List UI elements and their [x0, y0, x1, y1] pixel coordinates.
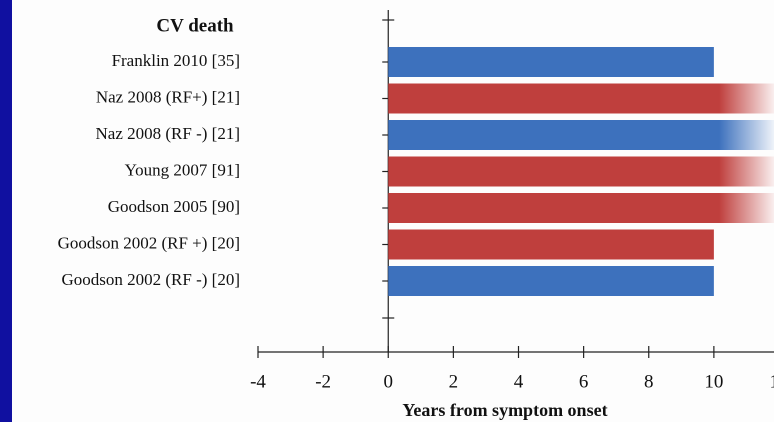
chart-title: CV death — [156, 15, 234, 36]
x-tick-label: 12 — [770, 371, 774, 392]
bar-fade — [719, 83, 774, 114]
bar-fade — [719, 120, 774, 150]
y-tick-label: Goodson 2002 (RF -) [20] — [62, 270, 241, 289]
bar — [388, 193, 774, 223]
bar — [388, 266, 714, 296]
bar — [388, 83, 774, 114]
y-tick-label: Naz 2008 (RF+) [21] — [96, 87, 240, 106]
x-tick-label: 0 — [384, 371, 394, 392]
y-tick-label: Goodson 2002 (RF +) [20] — [58, 233, 240, 252]
x-tick-label: 4 — [514, 371, 524, 392]
x-tick-label: 10 — [704, 371, 723, 392]
bar-fade — [719, 156, 774, 187]
y-tick-label: Naz 2008 (RF -) [21] — [96, 124, 240, 143]
bar — [388, 120, 774, 150]
x-axis-title: Years from symptom onset — [402, 400, 607, 420]
bar-fade — [719, 193, 774, 223]
x-tick-label: -4 — [250, 371, 266, 392]
x-tick-label: 2 — [449, 371, 459, 392]
x-tick-label: 6 — [579, 371, 589, 392]
y-tick-label: Young 2007 [91] — [125, 160, 240, 179]
bar — [388, 156, 774, 187]
bar — [388, 47, 714, 77]
y-tick-label: Franklin 2010 [35] — [112, 51, 240, 70]
y-tick-label: Goodson 2005 [90] — [108, 197, 240, 216]
bar — [388, 229, 714, 260]
side-strip — [0, 0, 12, 422]
x-tick-label: -2 — [315, 371, 331, 392]
x-tick-label: 8 — [644, 371, 654, 392]
